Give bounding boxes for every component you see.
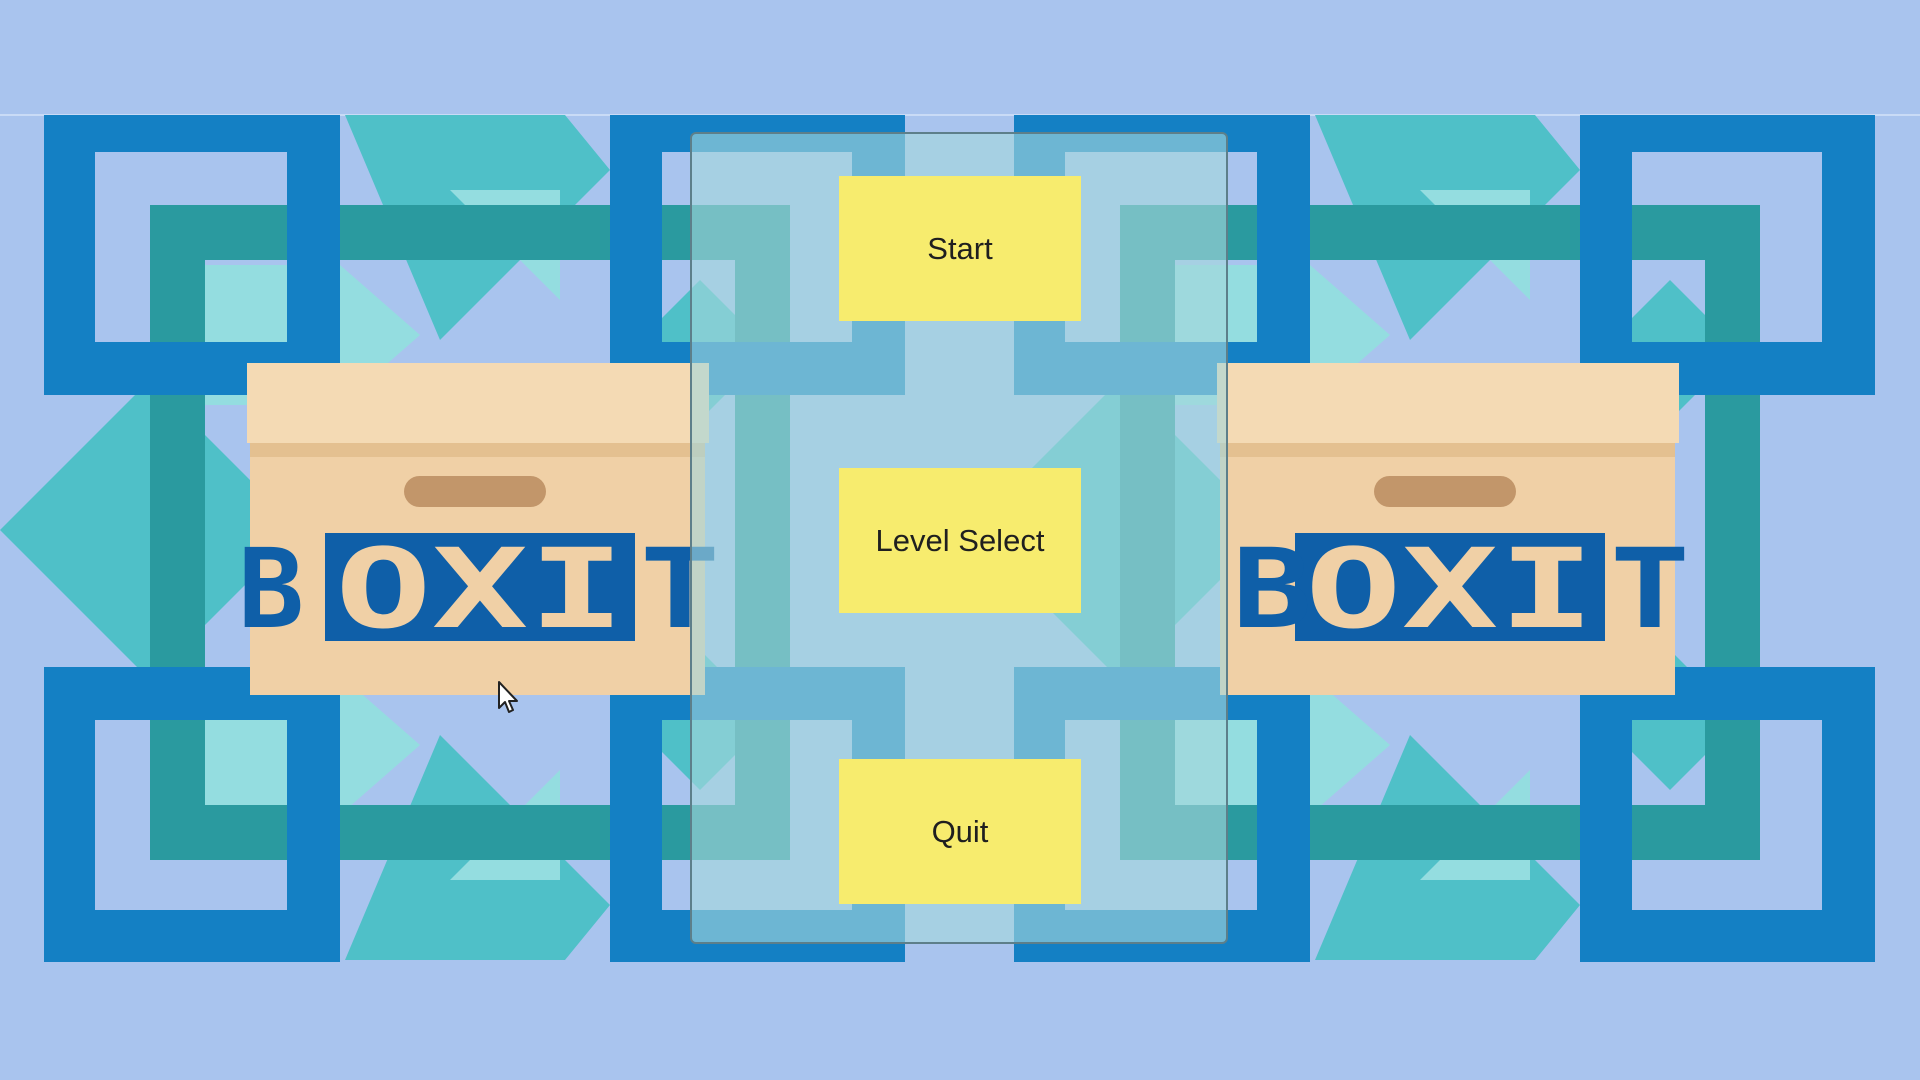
right-boxit-logo: B OXI T <box>1232 525 1690 653</box>
start-button[interactable]: Start <box>839 176 1081 321</box>
mouse-pointer-icon <box>498 681 518 713</box>
svg-text:B: B <box>238 525 304 653</box>
svg-text:OXI: OXI <box>1305 525 1595 653</box>
main-menu-panel: Start Level Select Quit <box>690 132 1228 944</box>
level-select-button[interactable]: Level Select <box>839 468 1081 613</box>
svg-text:OXI: OXI <box>335 525 625 653</box>
svg-text:T: T <box>1610 525 1690 653</box>
quit-button[interactable]: Quit <box>839 759 1081 904</box>
right-box-motif: B OXI T <box>970 115 1875 962</box>
svg-text:B: B <box>1232 525 1312 653</box>
